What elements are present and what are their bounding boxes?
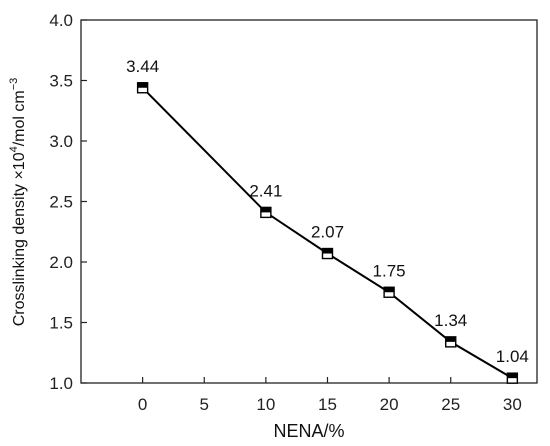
y-tick-label: 2.0 [49, 253, 73, 272]
markers [136, 82, 519, 384]
y-tick-label: 1.0 [49, 374, 73, 393]
data-point-fill [445, 336, 456, 342]
y-axis-title-sup1: 4 [8, 146, 20, 152]
y-axis-title-sup2: −3 [8, 78, 20, 91]
data-label: 3.44 [126, 57, 159, 76]
data-label: 2.07 [311, 223, 344, 242]
data-point-fill [384, 287, 395, 293]
x-tick-label: 25 [441, 395, 460, 414]
y-axis-title-main: Crosslinking density ×10 [11, 152, 28, 326]
x-tick-label: 30 [503, 395, 522, 414]
data-label: 2.41 [249, 181, 282, 200]
x-axis-title: NENA/% [273, 421, 344, 441]
x-tick-label: 5 [200, 395, 209, 414]
data-label: 1.75 [373, 261, 406, 280]
data-point-fill [507, 373, 518, 379]
data-labels: 3.44 2.41 2.07 1.75 1.34 1.04 [126, 57, 529, 366]
x-tick-label: 20 [380, 395, 399, 414]
y-tick-label: 4.0 [49, 11, 73, 30]
data-point-fill [322, 248, 333, 254]
y-axis: 1.0 1.5 2.0 2.5 3.0 3.5 4.0 [49, 11, 87, 393]
series-line [141, 87, 513, 380]
y-axis-title-mid: /mol cm [11, 90, 28, 146]
data-label: 1.04 [496, 347, 529, 366]
y-tick-label: 1.5 [49, 314, 73, 333]
x-axis: 0 5 10 15 20 25 30 [138, 377, 522, 414]
y-axis-title: Crosslinking density ×104/mol cm−3 [8, 78, 28, 327]
x-tick-label: 15 [318, 395, 337, 414]
y-tick-label: 3.5 [49, 72, 73, 91]
y-tick-label: 2.5 [49, 193, 73, 212]
data-point-fill [260, 207, 271, 213]
x-tick-label: 0 [138, 395, 147, 414]
data-point-fill [137, 82, 148, 88]
data-label: 1.34 [434, 311, 467, 330]
y-tick-label: 3.0 [49, 132, 73, 151]
x-tick-label: 10 [256, 395, 275, 414]
